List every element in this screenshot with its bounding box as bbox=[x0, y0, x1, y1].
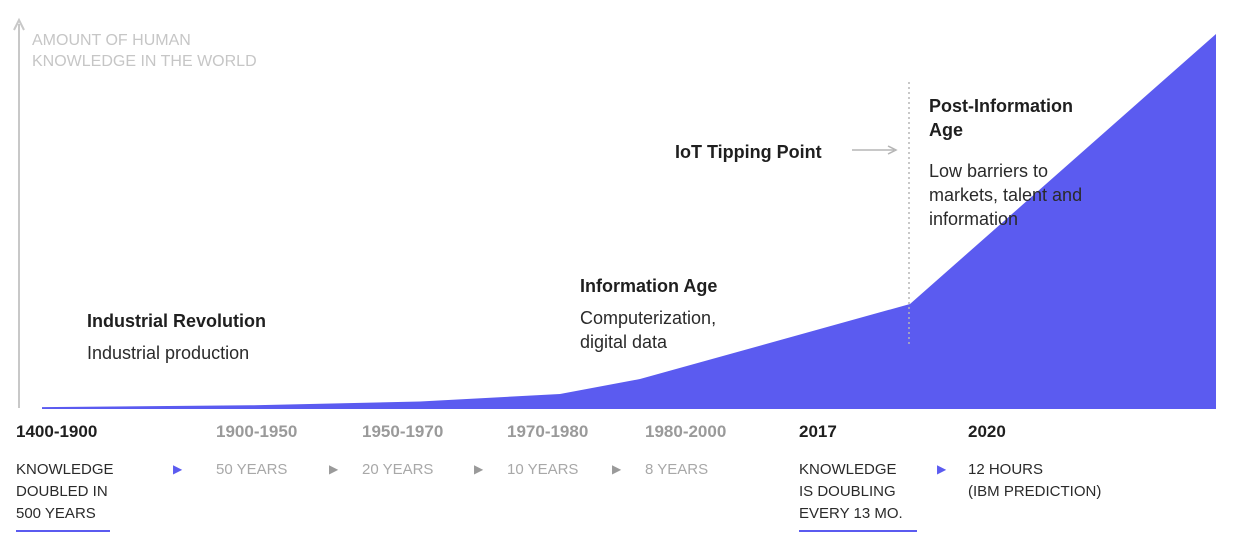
information-age-text-line-2: digital data bbox=[580, 332, 668, 352]
post-information-age-title: Post-Information Age bbox=[929, 94, 1073, 142]
duration-1980-2000: 8 YEARS bbox=[645, 461, 709, 478]
duration-1970-1980: 10 YEARS bbox=[507, 461, 579, 478]
duration-2020-line-2: (IBM PREDICTION) bbox=[968, 483, 1102, 500]
duration-2017-line-1: KNOWLEDGE bbox=[799, 461, 897, 478]
post-information-age-text: Low barriers to markets, talent and info… bbox=[929, 159, 1082, 231]
y-axis-label-line-1: AMOUNT OF HUMAN bbox=[32, 32, 191, 49]
duration-1950-1970: 20 YEARS bbox=[362, 461, 434, 478]
information-age-text: Computerization, digital data bbox=[580, 306, 716, 354]
duration-1400-1900-line-3: 500 YEARS bbox=[16, 505, 96, 522]
post-information-age-text-line-2: markets, talent and bbox=[929, 185, 1083, 205]
y-axis-label: AMOUNT OF HUMAN KNOWLEDGE IN THE WORLD bbox=[32, 30, 257, 72]
duration-1400-1900-line-2: DOUBLED IN bbox=[16, 483, 108, 500]
chevron-right-icon: ▶ bbox=[937, 462, 947, 476]
iot-tipping-point-title: IoT Tipping Point bbox=[675, 142, 822, 162]
period-label-2017: 2017 bbox=[799, 422, 837, 441]
period-label-1900-1950: 1900-1950 bbox=[216, 422, 298, 441]
chevron-right-icon: ▶ bbox=[329, 462, 339, 476]
duration-2017-line-2: IS DOUBLING bbox=[799, 483, 896, 500]
knowledge-area bbox=[42, 34, 1216, 409]
post-information-age-title-line-1: Post-Information bbox=[929, 96, 1073, 116]
information-age-text-line-1: Computerization, bbox=[580, 308, 717, 328]
period-label-1950-1970: 1950-1970 bbox=[362, 422, 444, 441]
y-axis-arrow-icon bbox=[13, 17, 25, 31]
highlight-underline-2017 bbox=[799, 530, 917, 532]
chevron-right-icon: ▶ bbox=[612, 462, 622, 476]
industrial-revolution-title: Industrial Revolution bbox=[87, 311, 267, 331]
duration-1400-1900: KNOWLEDGE DOUBLED IN 500 YEARS bbox=[16, 459, 114, 525]
period-label-1970-1980: 1970-1980 bbox=[507, 422, 589, 441]
post-information-age-text-line-3: information bbox=[929, 209, 1019, 229]
duration-1900-1950: 50 YEARS bbox=[216, 461, 288, 478]
highlight-underline-1400-1900 bbox=[16, 530, 110, 532]
information-age-title: Information Age bbox=[580, 276, 718, 296]
duration-2017: KNOWLEDGE IS DOUBLING EVERY 13 MO. bbox=[799, 459, 903, 525]
period-label-1400-1900: 1400-1900 bbox=[16, 422, 98, 441]
chevron-right-icon: ▶ bbox=[173, 462, 183, 476]
iot-arrow-icon bbox=[887, 145, 898, 155]
post-information-age-title-line-2: Age bbox=[929, 120, 964, 140]
duration-1400-1900-line-1: KNOWLEDGE bbox=[16, 461, 114, 478]
period-label-1980-2000: 1980-2000 bbox=[645, 422, 727, 441]
post-information-age-text-line-1: Low barriers to bbox=[929, 161, 1049, 181]
duration-2020-line-1: 12 HOURS bbox=[968, 461, 1044, 478]
duration-2020: 12 HOURS (IBM PREDICTION) bbox=[968, 459, 1101, 503]
period-label-2020: 2020 bbox=[968, 422, 1006, 441]
chevron-right-icon: ▶ bbox=[474, 462, 484, 476]
duration-2017-line-3: EVERY 13 MO. bbox=[799, 505, 903, 522]
y-axis-label-line-2: KNOWLEDGE IN THE WORLD bbox=[32, 53, 257, 70]
industrial-revolution-text: Industrial production bbox=[87, 343, 250, 363]
